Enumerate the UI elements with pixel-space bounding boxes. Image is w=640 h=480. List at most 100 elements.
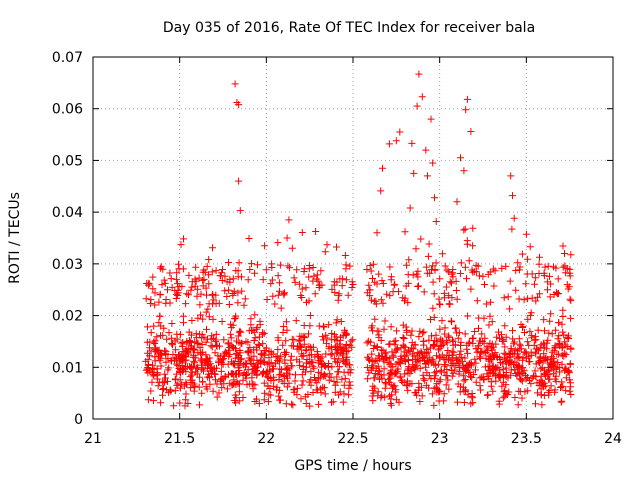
data-point — [240, 361, 248, 369]
data-point — [264, 382, 272, 390]
data-point — [532, 297, 540, 305]
data-point — [175, 351, 182, 359]
data-point — [205, 300, 213, 308]
data-point — [386, 263, 394, 271]
data-point — [167, 356, 175, 364]
data-point — [175, 265, 183, 273]
data-point — [464, 349, 472, 357]
data-point — [376, 375, 383, 383]
data-point — [567, 297, 575, 305]
data-point — [414, 267, 422, 275]
x-tick-label: 23.5 — [511, 431, 542, 447]
data-point — [422, 146, 430, 154]
data-point — [157, 263, 165, 271]
data-point — [438, 317, 446, 325]
data-point — [158, 351, 166, 359]
data-point — [270, 365, 277, 373]
data-point — [217, 272, 225, 280]
data-point — [238, 287, 246, 295]
data-point — [462, 387, 470, 395]
data-point — [346, 361, 354, 369]
data-point — [255, 400, 263, 407]
data-point — [443, 266, 451, 274]
data-point — [456, 270, 464, 277]
data-point — [405, 346, 412, 354]
data-point — [238, 273, 246, 281]
data-point — [554, 335, 562, 343]
data-point — [536, 344, 544, 352]
data-point — [165, 329, 173, 337]
data-point — [225, 301, 233, 308]
data-point — [341, 359, 349, 367]
data-point — [275, 392, 283, 400]
data-point — [310, 272, 318, 280]
data-point — [327, 351, 335, 359]
data-point — [247, 355, 255, 363]
data-point — [253, 323, 261, 331]
data-point — [276, 287, 283, 295]
data-point — [221, 373, 229, 380]
data-point — [328, 285, 336, 293]
data-point — [414, 386, 422, 394]
data-point — [369, 397, 377, 405]
data-point — [532, 348, 540, 356]
data-point — [321, 390, 329, 398]
data-point — [293, 384, 301, 392]
data-point — [526, 358, 534, 365]
data-point — [515, 362, 523, 370]
data-point — [503, 391, 511, 398]
data-point — [177, 241, 185, 249]
data-point — [199, 378, 207, 386]
data-point — [149, 285, 157, 293]
data-point — [223, 293, 231, 300]
data-point — [441, 330, 449, 338]
data-point — [293, 391, 301, 399]
y-tick-label: 0.02 — [52, 309, 83, 325]
data-point — [526, 243, 534, 251]
data-point — [182, 300, 190, 308]
data-point — [387, 401, 395, 409]
data-point — [220, 336, 228, 344]
data-point — [386, 340, 394, 348]
data-point — [387, 276, 395, 284]
data-point — [501, 343, 509, 351]
data-point — [335, 290, 343, 298]
data-point — [432, 218, 440, 225]
data-point — [432, 337, 440, 345]
data-point — [490, 282, 498, 290]
data-point — [518, 250, 526, 258]
data-point — [449, 336, 456, 344]
data-point — [192, 330, 200, 338]
data-point — [162, 351, 170, 358]
data-point — [328, 363, 336, 371]
data-point — [410, 169, 418, 177]
data-point — [484, 342, 492, 350]
data-point — [146, 300, 154, 307]
data-point — [163, 335, 171, 343]
data-point — [172, 346, 180, 354]
data-point — [541, 327, 548, 335]
data-point — [197, 349, 205, 357]
data-point — [334, 296, 342, 304]
data-point — [212, 336, 220, 344]
data-point — [186, 384, 194, 392]
data-point — [514, 259, 522, 267]
data-point — [432, 383, 440, 391]
data-point — [320, 323, 328, 331]
data-point — [559, 313, 567, 320]
data-point — [151, 301, 159, 309]
data-point — [515, 387, 523, 395]
data-point — [467, 128, 475, 135]
data-point — [500, 337, 508, 345]
data-point — [559, 263, 567, 271]
data-point — [461, 225, 469, 233]
data-point — [380, 325, 388, 333]
data-point — [275, 376, 283, 383]
data-point — [332, 342, 340, 350]
data-point — [437, 335, 445, 343]
data-point — [235, 397, 243, 405]
data-point — [234, 332, 242, 340]
data-point — [392, 369, 400, 377]
data-point — [517, 376, 525, 384]
data-point — [408, 327, 416, 335]
